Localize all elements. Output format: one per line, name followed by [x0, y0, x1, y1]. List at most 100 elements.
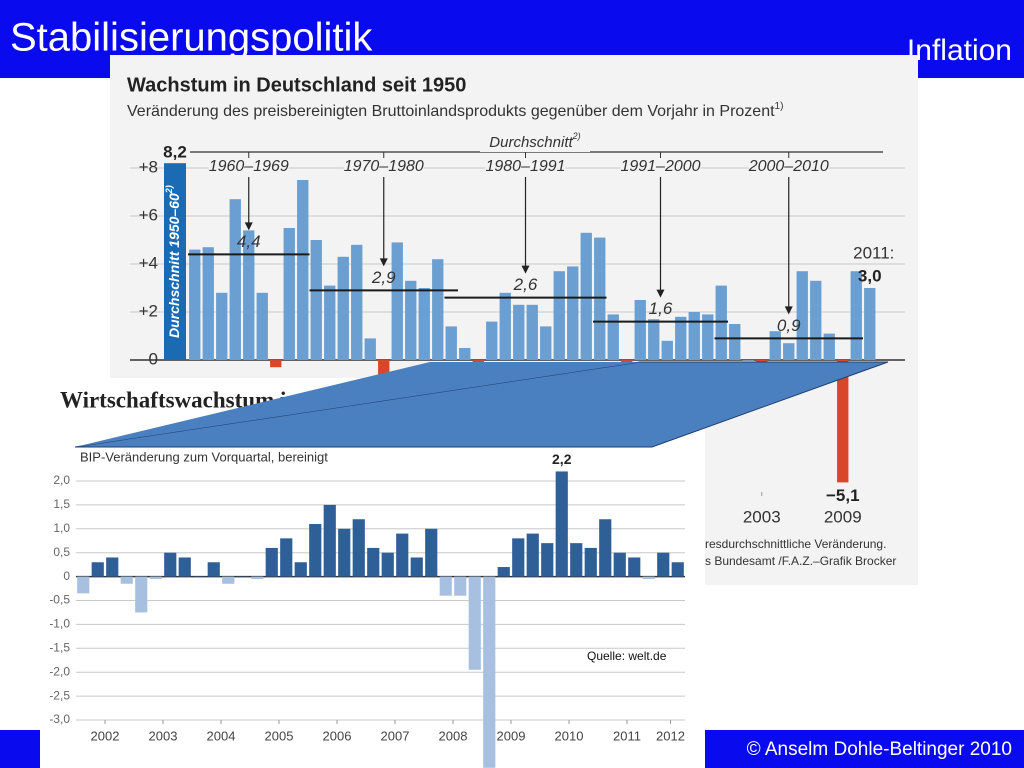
- bar: [283, 228, 295, 360]
- y-tick-label: -2,0: [49, 664, 70, 678]
- annotation: 2011:: [853, 243, 894, 262]
- bar: [702, 314, 714, 360]
- bar: [297, 180, 309, 360]
- bar: [352, 519, 365, 577]
- x-tick-label: 2004: [207, 728, 236, 743]
- bar: [594, 237, 606, 360]
- arrow-head: [656, 289, 665, 298]
- bar: [337, 256, 349, 360]
- y-tick-label: 2,0: [53, 473, 70, 487]
- x-tick-label: 2012: [656, 728, 685, 743]
- average-period: 1970–1980: [344, 158, 424, 175]
- reference-label: Durchschnitt 1950–602): [164, 185, 181, 338]
- bar: [229, 199, 241, 360]
- bar: [236, 576, 249, 578]
- bar: [323, 504, 336, 577]
- average-value: 4,4: [237, 232, 261, 251]
- average-period: 1980–1991: [485, 158, 565, 175]
- arrow-head: [784, 306, 793, 315]
- bar: [634, 300, 646, 360]
- x-tick-label: 2011: [613, 728, 641, 743]
- chart-subtitle: BIP-Veränderung zum Vorquartal, bereinig…: [80, 449, 328, 464]
- y-tick-label: -1,0: [49, 617, 70, 631]
- zoom-connector-fill: [75, 362, 640, 447]
- bar: [280, 538, 293, 577]
- x-tick-label: 2008: [439, 728, 468, 743]
- bar: [381, 552, 394, 577]
- bar: [338, 528, 351, 577]
- bar: [769, 331, 781, 360]
- y-tick-label: +8: [139, 157, 158, 176]
- bar: [243, 230, 255, 360]
- x-tick-label: 2003: [743, 507, 781, 526]
- bar: [454, 576, 467, 596]
- bar: [418, 288, 430, 360]
- bar: [410, 557, 423, 577]
- bar: [178, 557, 191, 577]
- reference-value: 8,2: [163, 143, 187, 162]
- average-value: 1,6: [649, 299, 673, 318]
- bar: [648, 319, 660, 360]
- zoom-connector: [74, 361, 889, 448]
- bar: [425, 528, 438, 577]
- bar: [742, 360, 754, 361]
- average-value: 0,9: [777, 316, 801, 335]
- bar: [675, 316, 687, 360]
- bar: [91, 562, 104, 577]
- bar: [432, 259, 444, 360]
- bar: [497, 567, 510, 577]
- bar: [657, 552, 670, 577]
- bar: [837, 360, 849, 483]
- bar: [251, 576, 264, 579]
- average-title-text: Durchschnitt: [489, 134, 573, 151]
- bar: [378, 360, 390, 382]
- bar: [202, 247, 214, 360]
- bar: [512, 538, 525, 577]
- bar: [193, 576, 206, 578]
- bar: [207, 562, 220, 577]
- bar: [823, 333, 835, 360]
- arrow-head: [379, 258, 388, 267]
- chart-title: Wachstum in Deutschland seit 1950: [127, 74, 466, 96]
- period-bg: [620, 158, 701, 176]
- y-tick-label: -0,5: [49, 593, 70, 607]
- y-tick-label: 1,0: [53, 521, 70, 535]
- bar: [584, 547, 597, 577]
- bar: [216, 292, 228, 360]
- reference-bar: [164, 163, 186, 360]
- average-period: 1991–2000: [620, 158, 700, 175]
- x-tick-label: 2006: [323, 728, 352, 743]
- average-value: 2,9: [371, 268, 396, 287]
- bar: [445, 326, 457, 360]
- bar: [541, 543, 554, 577]
- x-tick-label: 2009: [824, 507, 862, 526]
- bar: [439, 576, 452, 596]
- bar: [222, 576, 235, 584]
- footnote: s Bundesamt /F.A.Z.–Grafik Brocker: [705, 554, 896, 568]
- bar: [607, 314, 619, 360]
- bar: [671, 562, 684, 577]
- y-tick-label: +6: [139, 205, 158, 224]
- y-tick-label: -2,5: [49, 688, 70, 702]
- bar: [77, 576, 90, 594]
- y-tick-label: +4: [139, 253, 158, 272]
- bar: [613, 552, 626, 577]
- subtitle-text: Veränderung des preisbereinigten Bruttoi…: [127, 103, 775, 120]
- bar: [149, 576, 162, 579]
- average-title: Durchschnitt2): [489, 131, 580, 151]
- bar: [599, 519, 612, 577]
- source-note: Quelle: welt.de: [587, 649, 667, 663]
- bar: [661, 340, 673, 360]
- bar: [580, 232, 592, 360]
- x-tick-label: 2009: [497, 728, 526, 743]
- bar: [459, 348, 471, 360]
- average-value: 2,6: [513, 275, 538, 294]
- x-tick-label: 2010: [555, 728, 584, 743]
- bar: [483, 576, 496, 768]
- bar: [796, 271, 808, 360]
- x-tick-label: 2002: [91, 728, 120, 743]
- period-bg: [748, 158, 829, 176]
- bar: [351, 244, 363, 360]
- slide-topic: Inflation: [907, 34, 1012, 67]
